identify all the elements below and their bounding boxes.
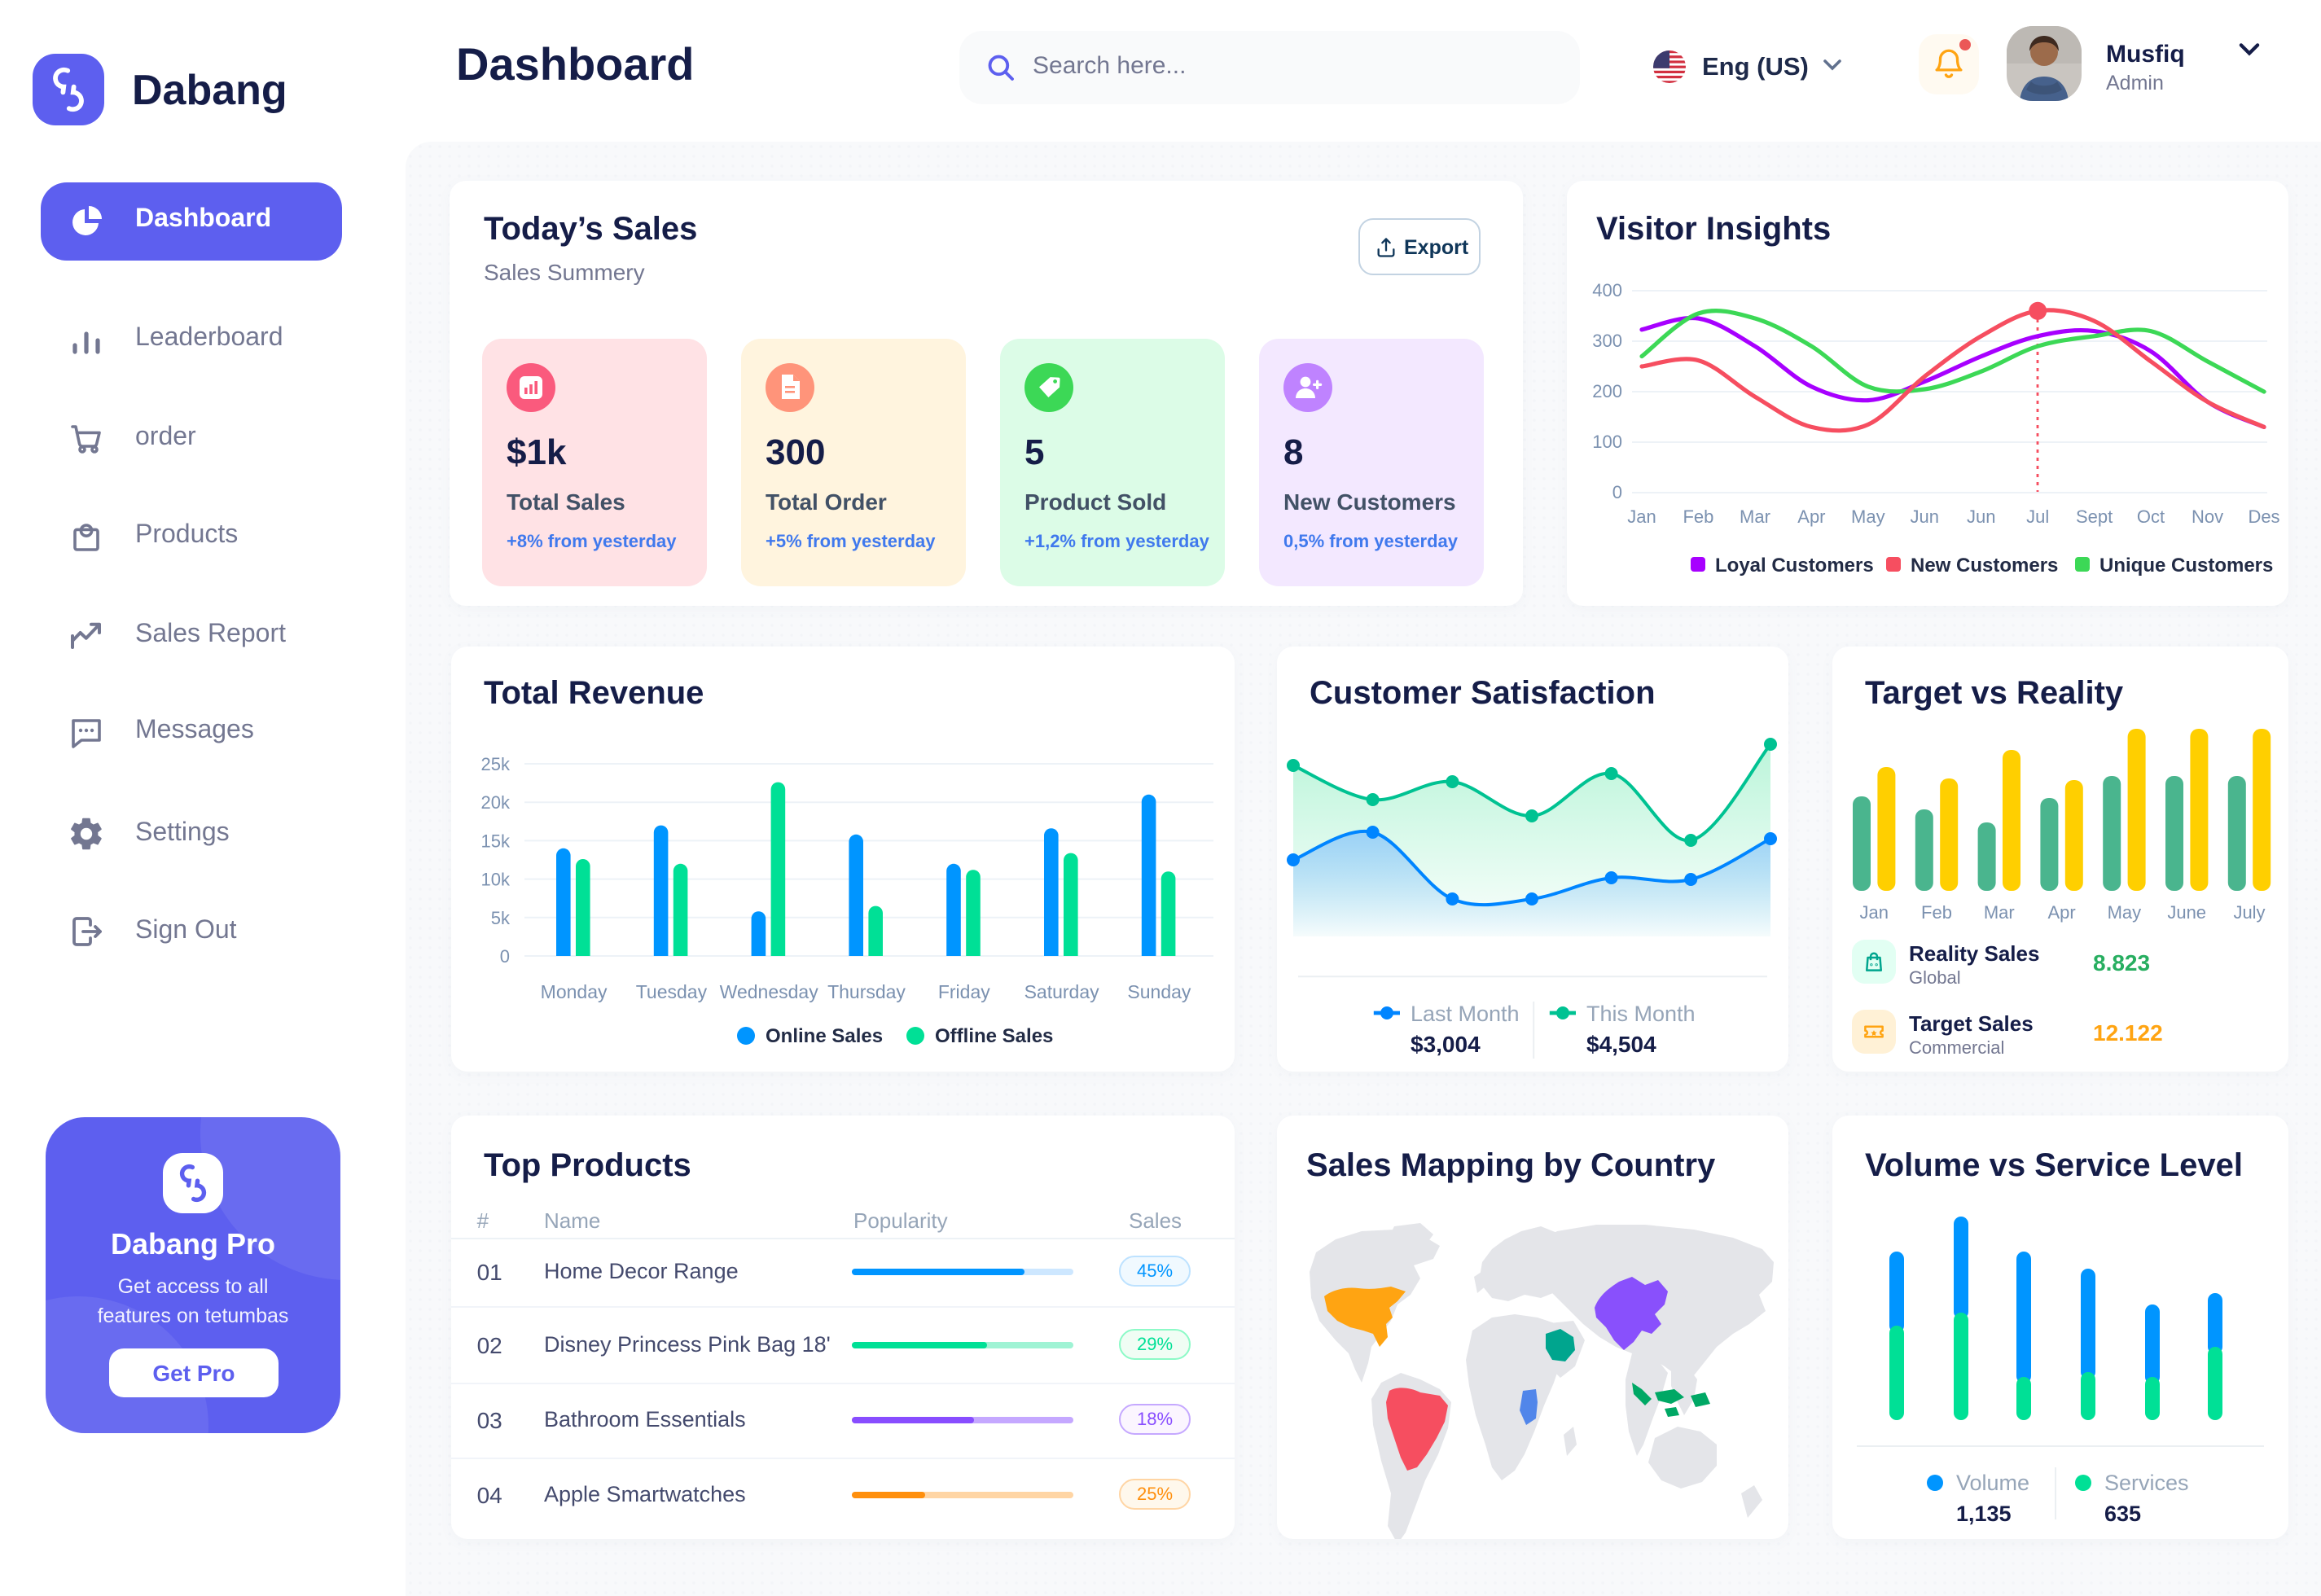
svg-text:Monday: Monday (541, 981, 608, 1002)
svg-text:Des: Des (2248, 506, 2279, 527)
svg-text:0: 0 (500, 946, 510, 967)
svg-text:Loyal Customers: Loyal Customers (1715, 555, 1874, 577)
svg-text:Unique Customers: Unique Customers (2099, 555, 2273, 577)
svg-text:0: 0 (1612, 482, 1622, 502)
svg-text:Apr: Apr (2047, 902, 2075, 923)
svg-text:Mar: Mar (1984, 902, 2015, 923)
svg-text:100: 100 (1592, 432, 1622, 452)
svg-text:Jan: Jan (1859, 902, 1888, 923)
svg-text:Apr: Apr (1797, 506, 1825, 527)
svg-text:300: 300 (1592, 331, 1622, 351)
svg-text:10k: 10k (481, 870, 511, 890)
svg-text:Sept: Sept (2076, 506, 2113, 527)
svg-text:Nov: Nov (2192, 506, 2223, 527)
svg-text:Volume: Volume (1956, 1471, 2029, 1495)
svg-text:Wednesday: Wednesday (720, 981, 819, 1002)
svg-text:Jan: Jan (1627, 506, 1656, 527)
svg-text:May: May (1851, 506, 1885, 527)
svg-text:Jul: Jul (2026, 506, 2049, 527)
svg-text:Jun: Jun (1910, 506, 1938, 527)
svg-text:20k: 20k (481, 792, 511, 813)
svg-text:New Customers: New Customers (1911, 555, 2058, 577)
svg-text:$3,004: $3,004 (1411, 1032, 1481, 1057)
svg-text:Sunday: Sunday (1127, 981, 1191, 1002)
svg-text:June: June (2167, 902, 2206, 923)
svg-text:400: 400 (1592, 280, 1622, 300)
svg-text:Mar: Mar (1740, 506, 1770, 527)
svg-text:5k: 5k (491, 908, 511, 928)
svg-text:July: July (2233, 902, 2265, 923)
svg-text:May: May (2108, 902, 2142, 923)
svg-text:Friday: Friday (938, 981, 990, 1002)
svg-text:25k: 25k (481, 754, 511, 774)
svg-text:Oct: Oct (2137, 506, 2165, 527)
svg-text:Services: Services (2104, 1471, 2189, 1495)
svg-text:Saturday: Saturday (1024, 981, 1100, 1002)
svg-text:15k: 15k (481, 831, 511, 851)
svg-text:Online Sales: Online Sales (766, 1025, 883, 1047)
svg-text:Feb: Feb (1683, 506, 1713, 527)
svg-text:200: 200 (1592, 381, 1622, 401)
svg-text:Feb: Feb (1921, 902, 1952, 923)
svg-text:Last Month: Last Month (1411, 1002, 1520, 1026)
svg-text:Thursday: Thursday (827, 981, 906, 1002)
svg-text:635: 635 (2104, 1502, 2141, 1526)
svg-text:1,135: 1,135 (1956, 1502, 2012, 1526)
svg-text:Jun: Jun (1967, 506, 1995, 527)
svg-text:This Month: This Month (1586, 1002, 1696, 1026)
svg-text:$4,504: $4,504 (1586, 1032, 1656, 1057)
svg-text:Offline Sales: Offline Sales (935, 1025, 1053, 1047)
svg-text:Tuesday: Tuesday (636, 981, 708, 1002)
